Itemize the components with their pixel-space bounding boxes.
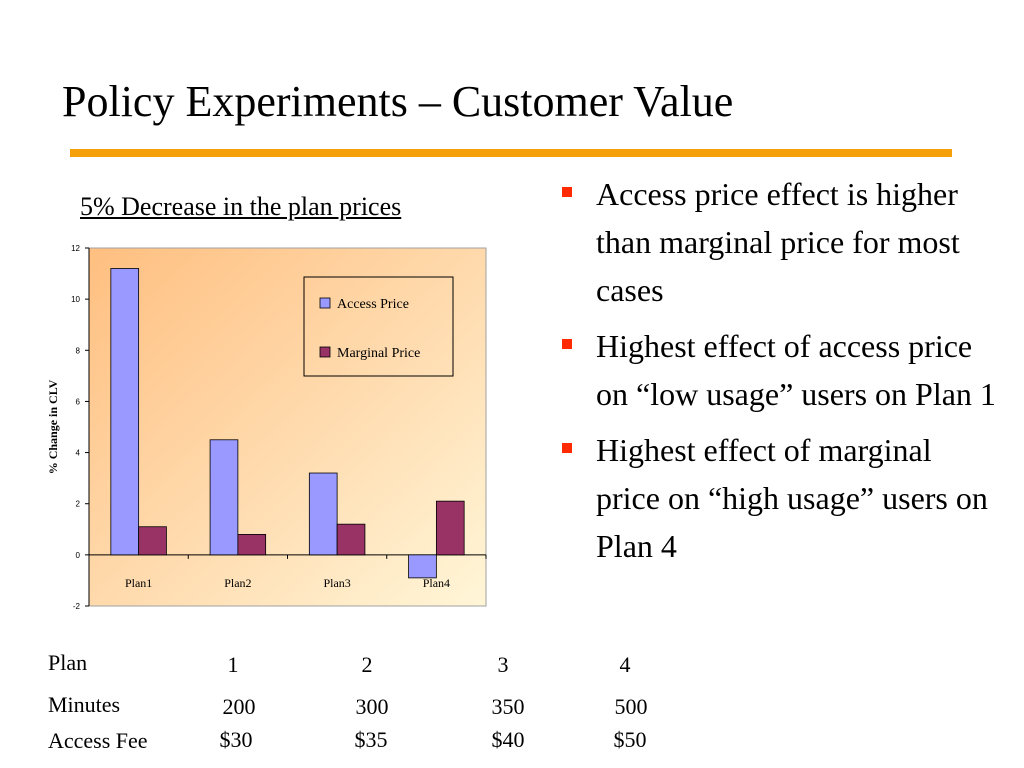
bullet-item: Highest effect of marginal price on “hig… xyxy=(560,426,1000,570)
legend-label: Marginal Price xyxy=(337,346,420,361)
bar-access-price xyxy=(110,268,140,556)
table-minutes-label: Minutes xyxy=(48,692,121,717)
y-tick-label: 0 xyxy=(76,551,81,560)
table-plan-cell: 2 xyxy=(361,652,373,677)
y-axis-title: % Change in CLV xyxy=(46,379,60,474)
table-fee-cell: $30 xyxy=(219,727,253,752)
table-plan-cell: 1 xyxy=(227,652,239,677)
table-plan-cell: 4 xyxy=(619,652,631,677)
table-plan-cell: 3 xyxy=(497,652,509,677)
bar-chart: -2 0 2 4 6 8 10 12 % Change in CLV Plan1 Plan2 Plan… xyxy=(46,244,487,611)
bullet-item: Highest effect of access price on “low u… xyxy=(560,322,1000,418)
title-rule xyxy=(70,149,952,157)
table-minutes-cell: 500 xyxy=(614,694,648,719)
table-plan-label: Plan xyxy=(48,650,88,675)
slide-title: Policy Experiments – Customer Value xyxy=(62,77,734,126)
table-minutes-cell: 200 xyxy=(222,694,256,719)
y-tick-label: 6 xyxy=(76,397,81,406)
bullet-icon xyxy=(562,443,572,453)
bullet-item: Access price effect is higher than margi… xyxy=(560,170,1000,314)
chart-caption: 5% Decrease in the plan prices xyxy=(80,192,402,221)
table-minutes-cell: 350 xyxy=(491,694,525,719)
y-tick-label: 8 xyxy=(76,346,81,355)
bullet-icon xyxy=(562,339,572,349)
bar-marginal-price xyxy=(138,526,167,556)
bar-access-price xyxy=(209,439,239,556)
y-tick-label: 2 xyxy=(76,500,81,509)
bar-marginal-price xyxy=(237,533,267,556)
y-tick-label: 12 xyxy=(71,244,80,253)
bar-marginal-price xyxy=(336,523,366,556)
table-fee-cell: $50 xyxy=(613,727,647,752)
y-tick-label: 4 xyxy=(76,449,81,458)
y-tick-label: 10 xyxy=(71,295,80,304)
bullet-list: Access price effect is higher than margi… xyxy=(560,170,1000,578)
bullet-icon xyxy=(562,187,572,197)
chart-legend xyxy=(303,276,454,377)
table-fee-label: Access Fee xyxy=(48,728,148,753)
bar-marginal-price xyxy=(435,500,465,556)
category-label: Plan2 xyxy=(224,576,251,590)
y-tick-label: -2 xyxy=(73,602,81,611)
legend-swatch xyxy=(319,297,331,309)
legend-label: Access Price xyxy=(337,297,409,312)
table-fee-cell: $40 xyxy=(491,727,525,752)
category-label: Plan1 xyxy=(125,576,152,590)
bar-access-price xyxy=(308,472,338,556)
table-minutes-cell: 300 xyxy=(355,694,389,719)
legend-swatch xyxy=(319,346,331,358)
category-label: Plan4 xyxy=(423,576,450,590)
category-label: Plan3 xyxy=(323,576,350,590)
table-fee-cell: $35 xyxy=(354,727,388,752)
bar-access-price xyxy=(408,554,437,579)
